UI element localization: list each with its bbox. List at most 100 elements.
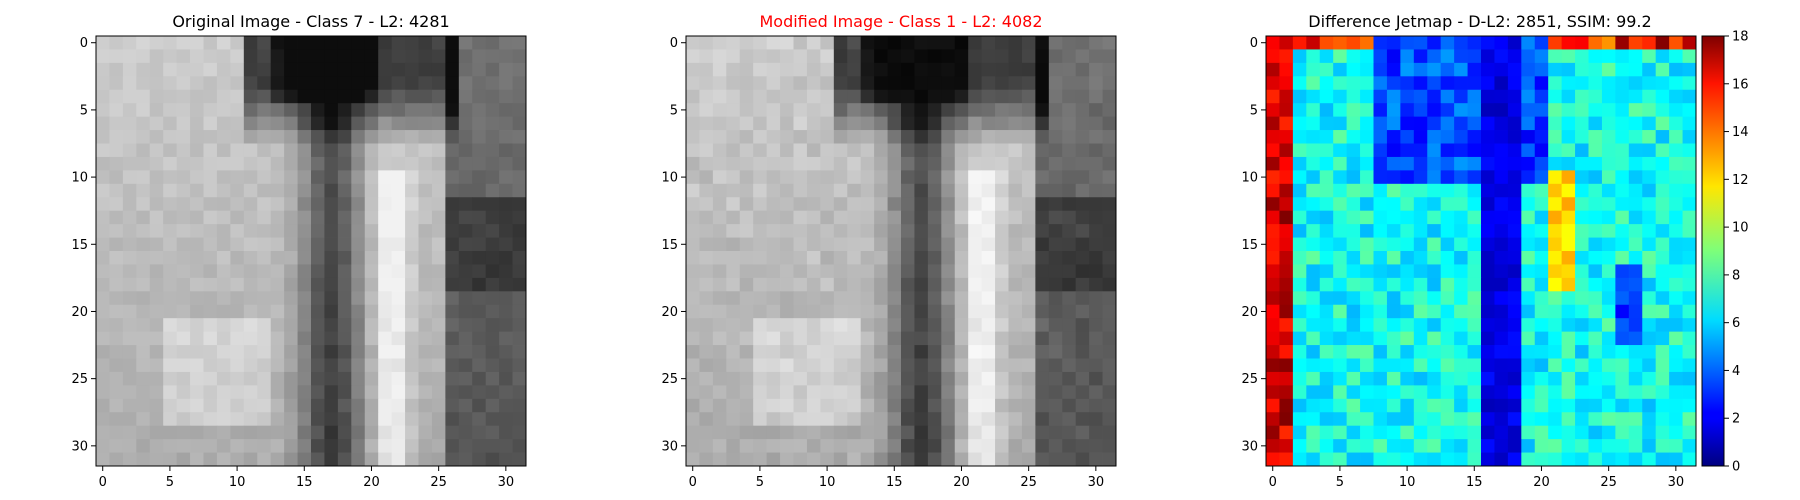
pixel-cell	[1360, 318, 1374, 333]
pixel-cell	[927, 264, 942, 279]
pixel-cell	[499, 291, 513, 306]
pixel-cell	[163, 237, 178, 252]
pixel-cell	[1427, 156, 1442, 171]
pixel-cell	[257, 62, 272, 77]
pixel-cell	[1048, 224, 1063, 238]
pixel-cell	[1682, 425, 1697, 440]
pixel-cell	[968, 36, 983, 50]
pixel-cell	[941, 264, 956, 279]
pixel-cell	[1306, 412, 1321, 427]
pixel-cell	[122, 439, 137, 453]
pixel-cell	[391, 89, 406, 104]
pixel-cell	[1386, 237, 1401, 252]
pixel-cell	[1467, 170, 1482, 185]
pixel-cell	[1601, 183, 1616, 198]
pixel-cell	[739, 398, 754, 413]
pixel-cell	[739, 251, 754, 265]
pixel-cell	[1427, 277, 1442, 292]
pixel-cell	[1021, 76, 1036, 91]
pixel-cell	[324, 143, 339, 158]
pixel-cell	[1306, 331, 1321, 346]
pixel-cell	[981, 398, 996, 413]
pixel-cell	[941, 318, 956, 333]
pixel-cell	[1507, 345, 1522, 359]
pixel-cell	[1642, 89, 1657, 104]
pixel-cell	[1427, 224, 1442, 238]
pixel-cell	[901, 345, 915, 359]
pixel-cell	[1266, 197, 1280, 212]
pixel-cell	[378, 89, 393, 104]
pixel-cell	[1333, 197, 1348, 212]
pixel-cell	[431, 36, 446, 50]
pixel-cell	[1615, 331, 1630, 346]
pixel-cell	[1400, 210, 1415, 225]
pixel-cell	[391, 425, 406, 440]
pixel-cell	[1521, 398, 1536, 413]
pixel-cell	[806, 183, 821, 198]
pixel-cell	[1373, 183, 1388, 198]
pixel-cell	[1333, 62, 1348, 77]
pixel-cell	[485, 197, 500, 212]
pixel-cell	[431, 116, 446, 131]
pixel-cell	[109, 398, 124, 413]
pixel-cell	[512, 385, 527, 400]
pixel-cell	[941, 103, 956, 118]
pixel-cell	[1400, 358, 1415, 373]
pixel-cell	[1440, 76, 1455, 91]
pixel-cell	[1642, 398, 1657, 413]
pixel-cell	[901, 452, 915, 467]
pixel-cell	[1548, 318, 1563, 333]
pixel-cell	[337, 398, 352, 413]
pixel-cell	[981, 76, 996, 91]
pixel-cell	[1048, 358, 1063, 373]
pixel-cell	[1588, 385, 1603, 400]
pixel-cell	[109, 130, 124, 144]
pixel-cell	[149, 251, 164, 265]
pixel-cell	[109, 331, 124, 346]
pixel-cell	[96, 452, 110, 467]
x-tick-label: 20	[363, 475, 380, 490]
pixel-cell	[176, 103, 191, 118]
pixel-cell	[1346, 62, 1361, 77]
pixel-cell	[431, 371, 446, 386]
pixel-cell	[136, 237, 151, 252]
pixel-cell	[1062, 237, 1077, 252]
pixel-cell	[163, 76, 178, 91]
pixel-cell	[418, 143, 433, 158]
pixel-cell	[981, 116, 996, 131]
pixel-cell	[1440, 237, 1455, 252]
pixel-cell	[1021, 412, 1036, 427]
pixel-cell	[351, 36, 366, 50]
pixel-cell	[1062, 277, 1077, 292]
pixel-cell	[230, 170, 245, 185]
pixel-cell	[1481, 89, 1495, 104]
pixel-cell	[1008, 345, 1023, 359]
pixel-cell	[780, 197, 794, 212]
pixel-cell	[190, 439, 204, 453]
pixel-cell	[1346, 452, 1361, 467]
pixel-cell	[216, 291, 231, 306]
pixel-cell	[753, 425, 768, 440]
pixel-cell	[1454, 291, 1468, 306]
pixel-cell	[780, 62, 794, 77]
pixel-cell	[378, 345, 393, 359]
pixel-cell	[1279, 130, 1294, 144]
pixel-cell	[995, 425, 1009, 440]
pixel-cell	[149, 358, 164, 373]
pixel-cell	[780, 210, 794, 225]
pixel-cell	[311, 62, 325, 77]
pixel-cell	[1021, 398, 1036, 413]
pixel-cell	[712, 116, 727, 131]
pixel-cell	[243, 36, 258, 50]
pixel-cell	[1292, 345, 1307, 359]
pixel-cell	[176, 76, 191, 91]
pixel-cell	[686, 130, 700, 144]
pixel-cell	[337, 183, 352, 198]
pixel-cell	[1440, 291, 1455, 306]
pixel-cell	[887, 439, 902, 453]
pixel-cell	[927, 251, 942, 265]
pixel-cell	[1360, 156, 1374, 171]
pixel-cell	[914, 291, 929, 306]
pixel-cell	[739, 210, 754, 225]
pixel-cell	[739, 36, 754, 50]
